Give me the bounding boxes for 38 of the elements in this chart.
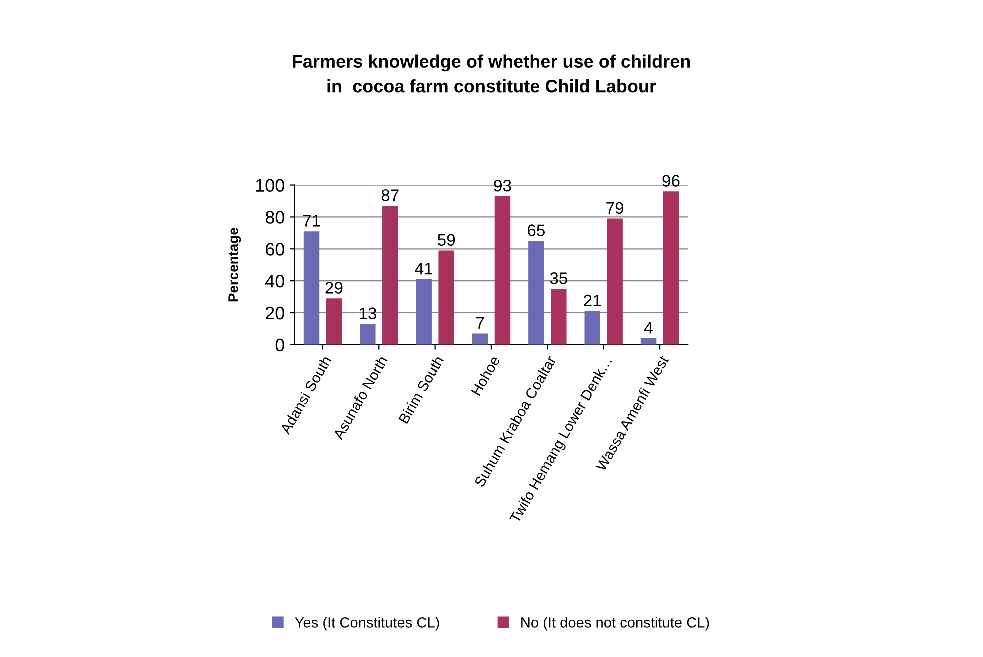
y-axis-title: Percentage xyxy=(228,228,242,302)
bar xyxy=(551,289,567,345)
data-label: 35 xyxy=(550,272,568,284)
bar xyxy=(663,192,680,345)
data-label: 41 xyxy=(415,263,433,275)
data-label: 21 xyxy=(584,294,602,307)
bar xyxy=(360,324,376,345)
data-label: 4 xyxy=(644,322,653,334)
data-label: 96 xyxy=(662,175,680,187)
bar xyxy=(528,241,544,345)
data-label: 79 xyxy=(606,202,624,214)
y-tick-label: 100 xyxy=(256,179,284,192)
data-label: 93 xyxy=(494,180,512,192)
bar xyxy=(607,218,623,345)
data-label: 65 xyxy=(528,224,546,236)
data-label: 13 xyxy=(360,308,376,320)
bar xyxy=(416,279,432,345)
bar xyxy=(304,232,320,345)
legend-label: Yes (It Constitutes CL) xyxy=(295,617,440,631)
bar xyxy=(326,298,342,345)
bar xyxy=(640,338,657,345)
data-label: 59 xyxy=(438,234,456,246)
bar xyxy=(472,334,488,345)
y-tick-label: 20 xyxy=(266,306,284,320)
y-tick-label: 0 xyxy=(276,338,284,352)
bar xyxy=(584,311,600,345)
data-label: 87 xyxy=(382,190,399,202)
y-tick-label: 80 xyxy=(266,211,284,224)
bar xyxy=(438,250,454,345)
data-label: 71 xyxy=(303,215,320,227)
data-label: 7 xyxy=(476,317,484,329)
bar xyxy=(382,206,398,345)
bar xyxy=(494,196,511,345)
y-tick-label: 60 xyxy=(266,243,284,256)
data-label: 29 xyxy=(326,282,343,294)
y-tick-label: 40 xyxy=(266,275,284,288)
legend-label: No (It does not constitute CL) xyxy=(522,617,710,631)
chart-title: Farmers knowledge of whether use of children in cocoa farm constitute Child Labour xyxy=(293,54,690,93)
